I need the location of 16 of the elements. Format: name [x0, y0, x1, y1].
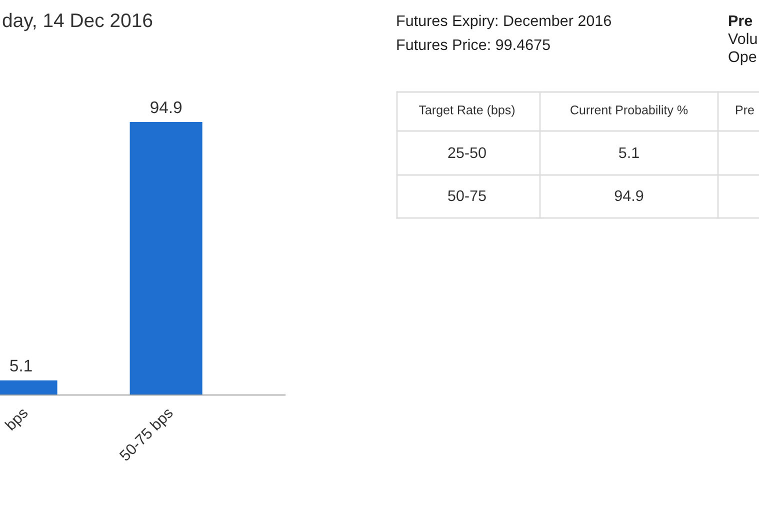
text: Futures Expiry: December 2016: [397, 14, 612, 30]
text: Volu: [728, 32, 757, 44]
text: 25-50: [448, 147, 486, 158]
chart-title: day, 14 Dec 2016: [2, 12, 152, 32]
text: 50-75: [448, 190, 486, 202]
text: Ope: [728, 51, 756, 66]
data-label: 94.9: [150, 101, 182, 114]
text: Target Rate (bps): [419, 105, 515, 117]
text: 94.9: [614, 190, 644, 202]
x-tick-label: bps: [4, 406, 31, 433]
text: 5.1: [618, 147, 639, 158]
text: Pre: [736, 106, 754, 114]
data-label: 5.1: [10, 360, 32, 372]
text: Pre: [729, 15, 752, 26]
text: Futures Price: 99.4675: [397, 38, 550, 50]
text: Current Probability %: [570, 105, 688, 117]
